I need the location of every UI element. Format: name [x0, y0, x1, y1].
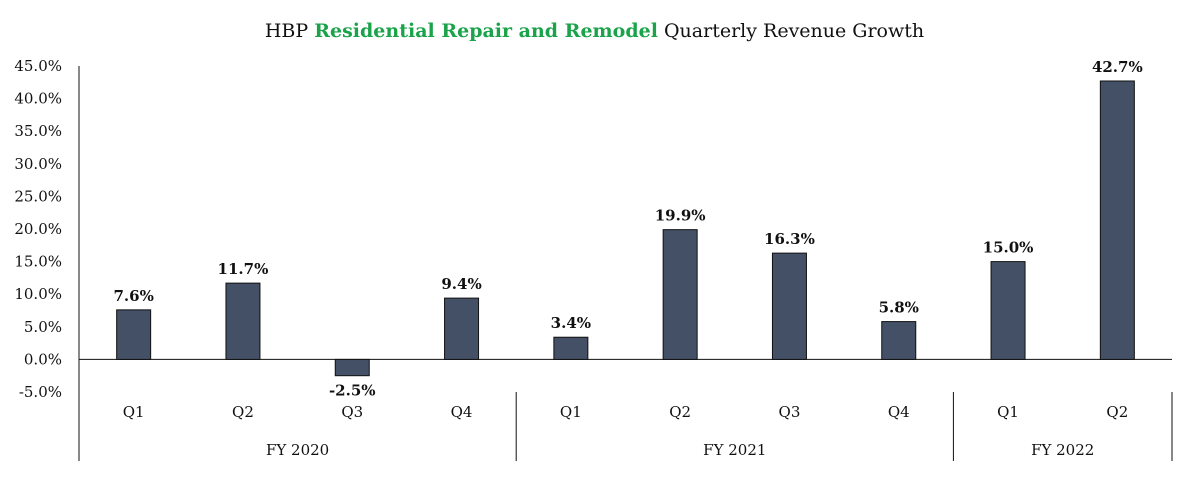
bar: [553, 336, 589, 360]
data-label: 16.3%: [764, 230, 815, 248]
data-label: 5.8%: [879, 299, 919, 317]
bar: [662, 229, 698, 360]
x-tick-label: Q4: [451, 403, 473, 421]
x-tick-label: Q2: [1106, 403, 1128, 421]
bar: [116, 309, 152, 360]
group-label: FY 2022: [1031, 441, 1094, 459]
chart-title-suffix: Quarterly Revenue Growth: [657, 20, 925, 42]
y-tick-label: 10.0%: [14, 285, 62, 303]
y-tick-label: 40.0%: [14, 90, 62, 108]
x-tick-label: Q2: [669, 403, 691, 421]
y-tick-label: 5.0%: [24, 318, 62, 336]
x-tick-label: Q1: [560, 403, 582, 421]
y-tick-label: 45.0%: [14, 57, 62, 75]
bar: [990, 261, 1026, 360]
data-label: 42.7%: [1092, 58, 1143, 76]
data-label: 9.4%: [441, 275, 481, 293]
x-tick-label: Q1: [997, 403, 1019, 421]
x-tick-label: Q1: [123, 403, 145, 421]
x-tick-label: Q3: [341, 403, 363, 421]
group-label: FY 2021: [703, 441, 766, 459]
y-tick-label: 20.0%: [14, 220, 62, 238]
y-tick-label: 35.0%: [14, 122, 62, 140]
bar: [444, 297, 480, 360]
y-tick-label: 0.0%: [24, 350, 62, 368]
bar: [334, 358, 370, 377]
data-label: -2.5%: [329, 382, 376, 400]
y-tick-label: 15.0%: [14, 253, 62, 271]
y-tick-label: 30.0%: [14, 155, 62, 173]
bar: [225, 282, 261, 360]
data-label: 11.7%: [218, 260, 269, 278]
x-tick-label: Q4: [888, 403, 910, 421]
chart-title-prefix: HBP: [264, 20, 315, 42]
chart-title: HBP Residential Repair and Remodel Quart…: [0, 20, 1189, 42]
bar: [771, 252, 807, 360]
bar: [881, 321, 917, 360]
x-tick-label: Q3: [779, 403, 801, 421]
data-label: 7.6%: [113, 287, 153, 305]
x-tick-label: Q2: [232, 403, 254, 421]
data-label: 19.9%: [655, 207, 706, 225]
data-label: 3.4%: [551, 314, 591, 332]
bar: [1099, 80, 1135, 360]
data-label: 15.0%: [983, 239, 1034, 257]
chart-title-highlight: Residential Repair and Remodel: [314, 20, 658, 42]
group-label: FY 2020: [266, 441, 329, 459]
y-tick-label: -5.0%: [19, 383, 62, 401]
y-tick-label: 25.0%: [14, 187, 62, 205]
